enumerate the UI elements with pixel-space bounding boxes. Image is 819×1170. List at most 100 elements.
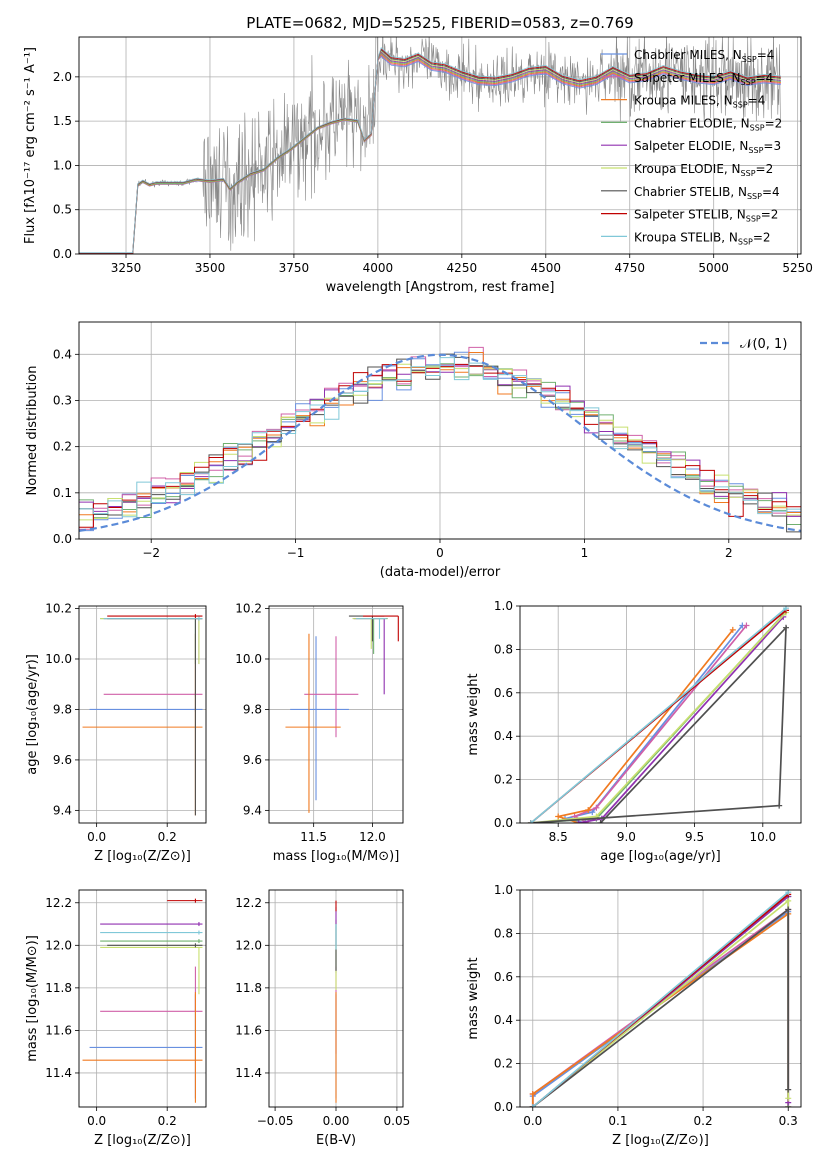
x-tick-label: 0.1 (608, 1114, 627, 1128)
y-tick-label: 9.6 (243, 753, 262, 767)
plus-marker (585, 806, 592, 813)
histogram-7 (79, 363, 801, 528)
legend-entry: Kroupa STELIB, NSSP=2 (634, 230, 771, 246)
x-tick-label: 0.00 (323, 1114, 350, 1128)
y-tick-label: 12.2 (235, 896, 262, 910)
errorbar-point (103, 618, 203, 665)
y-tick-label: 0.6 (494, 970, 513, 984)
plus-marker (785, 897, 792, 904)
x-axis-label: Z [log₁₀(Z/Z⊙)] (612, 1133, 709, 1148)
errorbar-point (100, 922, 203, 927)
observed-spectrum (126, 37, 781, 254)
y-axis-label: mass weight (466, 673, 481, 755)
y-tick-label: 0.6 (494, 686, 513, 700)
model-line-4 (364, 51, 781, 141)
weight-series-8 (527, 606, 789, 823)
axes-frame (268, 605, 404, 824)
y-tick-label: 0.4 (53, 347, 72, 361)
plus-marker (575, 820, 582, 823)
x-axis-label: wavelength [Angstrom, rest frame] (326, 280, 555, 295)
errorbar-point (348, 615, 385, 642)
axes-frame (78, 321, 802, 540)
panel-weight_vs_Z: 0.0 0.1 0.2 0.3 0.0 0.2 0.4 0.6 0.8 1.0 Z [log₁₀(Z… (466, 883, 802, 1148)
plus-marker (529, 1104, 536, 1107)
x-tick-label: 0.2 (694, 1114, 713, 1128)
x-tick-label: 3500 (195, 261, 226, 275)
y-axis-label: Flux [fλ10⁻¹⁷ erg cm⁻² s⁻¹ A⁻¹] (23, 47, 38, 244)
errorbar-point (353, 618, 388, 654)
x-axis-label: Z [log₁₀(Z/Z⊙)] (94, 1133, 191, 1148)
y-tick-label: 0.5 (53, 203, 72, 217)
legend-entry: Kroupa ELODIE, NSSP=2 (634, 162, 773, 178)
x-tick-label: 0.0 (87, 830, 106, 844)
errorbar-point (82, 633, 203, 816)
panel-age_vs_mass: 11.5 12.0 9.4 9.6 9.8 10.0 10.2 mass [log₁₀(M/M… (235, 602, 404, 864)
series-line (530, 607, 787, 823)
plus-marker (776, 802, 783, 809)
x-tick-label: −0.05 (257, 1114, 294, 1128)
x-tick-label: 11.5 (300, 830, 327, 844)
errorbar-point (107, 618, 203, 816)
plot-area (82, 898, 203, 1103)
errorbar-point (89, 707, 203, 712)
weight-series-6 (529, 906, 792, 1107)
x-tick-label: −1 (287, 546, 305, 560)
x-tick-label: 2 (725, 546, 733, 560)
errorbar-point (107, 943, 203, 948)
model-line-5 (364, 50, 781, 141)
y-tick-label: 0.1 (53, 486, 72, 500)
series-line (530, 625, 787, 823)
errorbar-point (89, 994, 203, 1099)
x-tick-label: 3750 (279, 261, 310, 275)
x-tick-label: 9.5 (685, 830, 704, 844)
weight-series-0 (562, 622, 746, 823)
y-tick-label: 1.0 (494, 883, 513, 897)
plus-marker (597, 820, 604, 823)
figure-title: PLATE=0682, MJD=52525, FIBERID=0583, z=0… (246, 14, 633, 32)
x-tick-label: 0.3 (779, 1114, 798, 1128)
y-tick-label: 1.5 (53, 114, 72, 128)
plus-marker (785, 906, 792, 913)
y-tick-label: 12.0 (235, 938, 262, 952)
y-tick-label: 0.2 (494, 773, 513, 787)
legend-entry: Chabrier MILES, NSSP=4 (634, 48, 774, 64)
axes-frame (78, 36, 802, 255)
legend-entry: Kroupa MILES, NSSP=4 (634, 94, 765, 110)
legend: Chabrier MILES, NSSP=4 Salpeter MILES, NS… (601, 48, 782, 246)
plus-marker (529, 1090, 536, 1097)
legend-entry: Chabrier STELIB, NSSP=4 (634, 185, 780, 201)
panel-spectrum: 3250 3500 3750 4000 4250 4500 4750 5000 5250 0.0 0… (23, 36, 813, 295)
errorbar-point (107, 614, 203, 619)
y-tick-label: 1.0 (494, 599, 513, 613)
y-tick-label: 11.8 (45, 981, 72, 995)
errorbar-point (304, 636, 359, 738)
weight-series-2 (529, 910, 792, 1107)
model-line-0 (132, 55, 781, 254)
axes-frame (519, 605, 802, 824)
grid (79, 606, 206, 823)
plot-area (79, 37, 781, 254)
errorbar-point (352, 618, 386, 649)
y-tick-label: 0.8 (494, 642, 513, 656)
plot-area (529, 890, 792, 1107)
errorbar-point (290, 636, 349, 801)
y-tick-label: 11.6 (235, 1023, 262, 1037)
x-tick-label: 0 (436, 546, 444, 560)
legend-entry: Salpeter STELIB, NSSP=2 (634, 208, 778, 224)
x-tick-label: 0.05 (384, 1114, 411, 1128)
y-axis-label: age [log₁₀(age/yr)] (25, 654, 40, 775)
errorbar-point (103, 616, 203, 621)
axes-frame (519, 889, 802, 1108)
series-line (564, 624, 743, 823)
model-line-1 (132, 54, 781, 254)
errorbar-point (82, 992, 203, 1103)
y-tick-label: 0.2 (53, 440, 72, 454)
plot-area (527, 606, 789, 823)
y-tick-label: 12.0 (45, 938, 72, 952)
y-tick-label: 0.4 (494, 1013, 513, 1027)
x-tick-label: 4000 (363, 261, 394, 275)
errorbar-point (167, 898, 203, 903)
x-tick-label: 0.2 (158, 830, 177, 844)
errorbar-point (103, 692, 203, 697)
axes-frame (268, 889, 404, 1108)
